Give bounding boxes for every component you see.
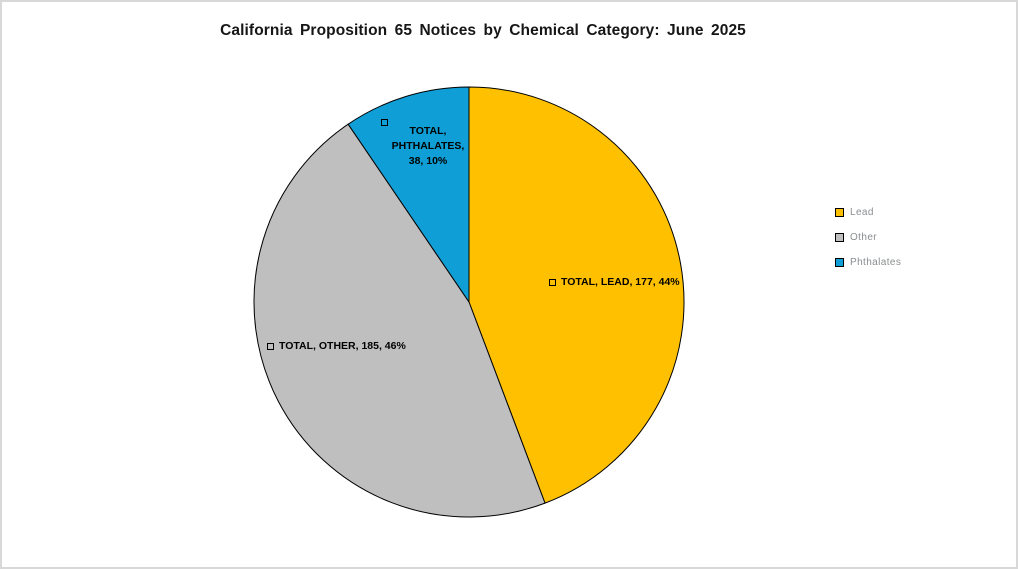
legend: Lead Other Phthalates [835, 207, 901, 282]
data-label-phthalates: TOTAL, PHTHALATES, 38, 10% [368, 124, 488, 169]
legend-label-other: Other [850, 231, 878, 243]
legend-swatch-phthalates-icon [835, 257, 844, 267]
data-label-lead-text: TOTAL, LEAD, 177, 44% [561, 276, 680, 288]
data-label-other-text: TOTAL, OTHER, 185, 46% [279, 340, 406, 352]
legend-label-phthalates: Phthalates [850, 256, 902, 268]
pie-chart [253, 86, 685, 518]
data-label-phthalates-line1: TOTAL, [409, 125, 447, 137]
pie-slice-other [253, 123, 546, 518]
legend-item-other: Other [835, 231, 901, 243]
legend-label-lead: Lead [850, 206, 874, 218]
chart-title: California Proposition 65 Notices by Che… [220, 22, 746, 39]
legend-swatch-other-icon [835, 232, 844, 242]
legend-item-lead: Lead [835, 206, 901, 218]
data-label-phthalates-line3: 38, 10% [408, 155, 448, 167]
other-label-marker-icon [267, 342, 274, 350]
data-label-other: TOTAL, OTHER, 185, 46% [267, 340, 406, 352]
lead-label-marker-icon [549, 278, 556, 286]
pie-slice-phthalates [347, 86, 470, 304]
data-label-lead: TOTAL, LEAD, 177, 44% [549, 276, 680, 288]
data-label-phthalates-line2: PHTHALATES, [391, 140, 465, 152]
pie-slice-lead [468, 86, 685, 504]
legend-item-phthalates: Phthalates [835, 256, 902, 268]
phthalates-label-marker-icon [381, 119, 388, 126]
legend-swatch-lead-icon [835, 207, 844, 217]
